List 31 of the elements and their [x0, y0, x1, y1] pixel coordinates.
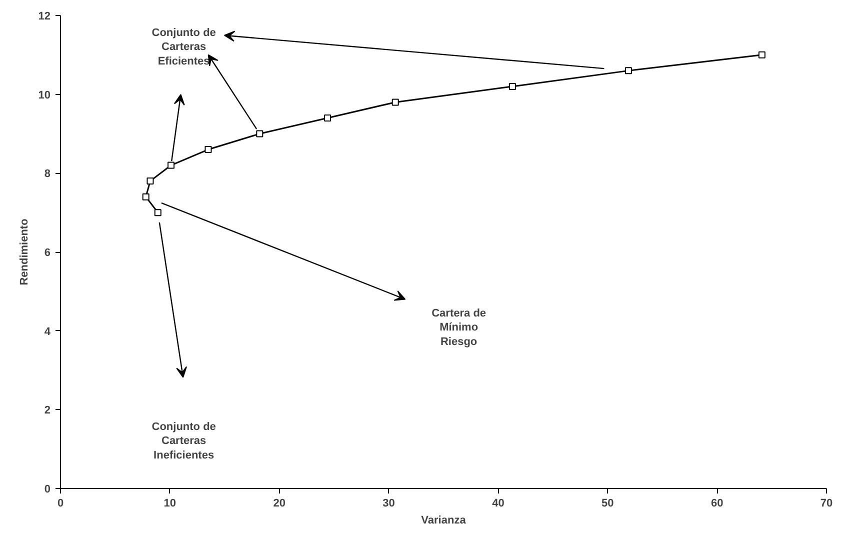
y-tick-label: 6	[44, 247, 51, 259]
y-tick-label: 4	[44, 326, 52, 338]
y-tick-label: 2	[44, 404, 51, 417]
x-tick-label: 70	[820, 498, 833, 510]
y-tick-label: 12	[38, 10, 51, 22]
x-tick-label: 60	[710, 498, 724, 510]
annotation: Conjunto de Carteras Ineficientes	[152, 420, 216, 462]
point	[146, 178, 154, 185]
point	[168, 162, 175, 169]
x-tick-label: 0	[57, 498, 64, 510]
point	[154, 209, 162, 216]
annotation: Cartera de Mínimo Riesgo	[432, 307, 486, 348]
point	[508, 82, 516, 90]
x-axis-title: Varianza	[421, 514, 467, 526]
x-tick-label: 10	[164, 498, 176, 510]
y-axis-title: Rendimiento	[18, 218, 30, 286]
point	[624, 67, 632, 74]
point	[758, 51, 766, 58]
point	[256, 130, 264, 138]
x-tick-label: 20	[273, 498, 286, 510]
point	[324, 114, 332, 122]
y-tick-label: 10	[38, 89, 51, 102]
point	[142, 193, 150, 200]
point	[392, 98, 399, 106]
x-tick-label: 40	[492, 498, 504, 510]
point	[204, 146, 212, 154]
annotation: Conjunto de Carteras Eficientes	[152, 26, 216, 68]
x-tick-label: 50	[602, 498, 614, 510]
y-tick-label: 8	[44, 168, 51, 180]
x-tick-label: 30	[382, 498, 395, 510]
y-tick-label: 0	[44, 484, 51, 496]
